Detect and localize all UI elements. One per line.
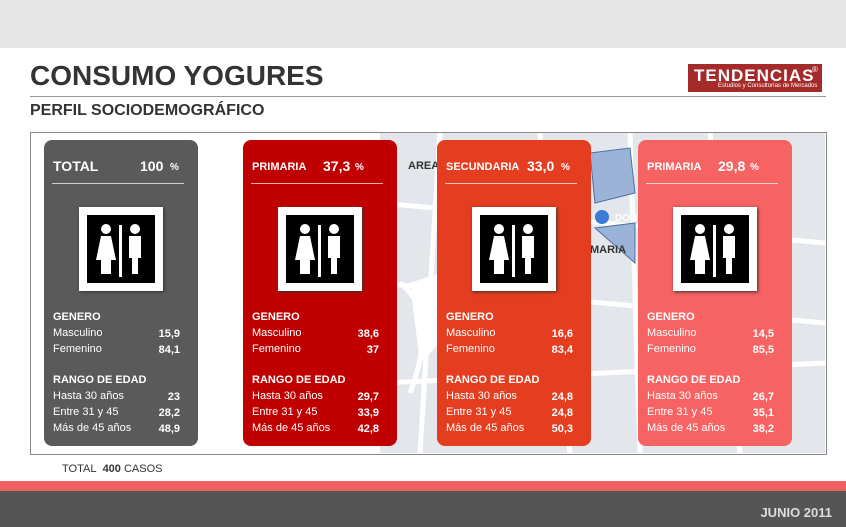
map-label: DOÑ (615, 211, 637, 224)
row-label: Femenino (647, 343, 696, 355)
row-value: 85,5 (752, 344, 774, 356)
row-value: 38,6 (357, 328, 379, 340)
card-value: 29,8 (718, 158, 746, 174)
top-band (0, 0, 846, 48)
subtitle: PERFIL SOCIODEMOGRÁFICO (30, 102, 265, 119)
logo: TENDENCIAS ® Estudios y Consultorías de … (688, 64, 822, 92)
row-label: Femenino (252, 343, 301, 355)
row-label: Masculino (252, 327, 302, 339)
row-label: Entre 31 y 45 (252, 406, 318, 418)
row-value: 37 (366, 344, 379, 356)
row-label: Masculino (446, 327, 496, 339)
card-label: PRIMARIA (647, 161, 702, 173)
row-value: 16,6 (551, 328, 573, 340)
gender-title: GENERO (647, 311, 695, 323)
restroom-icon (79, 207, 163, 291)
segment-card: PRIMARIA 37,3% GENERO Masculino 38,6 Femenino… (243, 140, 397, 446)
row-value: 84,1 (158, 344, 180, 356)
footer-total: TOTAL 400 CASOS (62, 463, 163, 475)
restroom-icon (278, 207, 362, 291)
footer-band (0, 491, 846, 527)
row-label: Entre 31 y 45 (53, 406, 119, 418)
restroom-icon (673, 207, 757, 291)
age-title: RANGO DE EDAD (446, 374, 540, 386)
row-value: 24,8 (551, 407, 573, 419)
row-label: Más de 45 años (446, 422, 525, 434)
card-unit: % (170, 162, 179, 173)
row-label: Femenino (446, 343, 495, 355)
card-rule (445, 183, 577, 184)
card-label: PRIMARIA (252, 161, 307, 173)
row-value: 15,9 (158, 328, 180, 340)
row-value: 48,9 (158, 423, 180, 435)
card-value: 100 (140, 158, 164, 174)
card-label: SECUNDARIA (446, 161, 520, 173)
gender-title: GENERO (252, 311, 300, 323)
row-label: Hasta 30 años (647, 390, 718, 402)
card-value: 33,0 (527, 158, 555, 174)
restroom-icon (472, 207, 556, 291)
segment-card: PRIMARIA 29,8% GENERO Masculino 14,5 Femenino… (638, 140, 792, 446)
row-value: 14,5 (752, 328, 774, 340)
age-title: RANGO DE EDAD (252, 374, 346, 386)
total-unit: CASOS (123, 463, 163, 475)
segment-card: TOTAL 100% GENERO Masculino 15,9 Femenino 84,1… (44, 140, 198, 446)
card-rule (251, 183, 383, 184)
total-label: TOTAL (62, 463, 97, 475)
row-value: 24,8 (551, 391, 573, 403)
title-rule (30, 96, 826, 97)
age-title: RANGO DE EDAD (53, 374, 147, 386)
gender-title: GENERO (446, 311, 494, 323)
gender-title: GENERO (53, 311, 101, 323)
card-rule (646, 183, 778, 184)
title: CONSUMO YOGURES (30, 60, 324, 91)
row-label: Femenino (53, 343, 102, 355)
row-value: 38,2 (752, 423, 774, 435)
card-unit: % (561, 162, 570, 173)
total-value: 400 (102, 463, 121, 475)
row-value: 83,4 (551, 344, 573, 356)
row-label: Hasta 30 años (252, 390, 323, 402)
logo-tagline: Estudios y Consultorías de Mercados (718, 83, 818, 89)
row-label: Hasta 30 años (446, 390, 517, 402)
row-label: Hasta 30 años (53, 390, 124, 402)
row-label: Entre 31 y 45 (647, 406, 713, 418)
content-frame (30, 132, 827, 455)
segment-card: SECUNDARIA 33,0% GENERO Masculino 16,6 Femeni… (437, 140, 591, 446)
row-value: 26,7 (752, 391, 774, 403)
row-label: Masculino (53, 327, 103, 339)
card-unit: % (355, 162, 364, 173)
row-label: Más de 45 años (647, 422, 726, 434)
map-label: MARIA (590, 244, 626, 256)
footer-stripe (0, 481, 846, 491)
logo-mark: ® (812, 65, 818, 74)
card-label: TOTAL (53, 158, 99, 174)
row-value: 23 (167, 391, 180, 403)
map-label: AREA (408, 160, 439, 172)
row-value: 28,2 (158, 407, 180, 419)
card-unit: % (750, 162, 759, 173)
logo-name: TENDENCIAS (694, 66, 815, 85)
row-label: Masculino (647, 327, 697, 339)
row-label: Más de 45 años (53, 422, 132, 434)
row-value: 50,3 (551, 423, 573, 435)
row-value: 35,1 (752, 407, 774, 419)
row-value: 29,7 (357, 391, 379, 403)
row-value: 33,9 (357, 407, 379, 419)
row-label: Más de 45 años (252, 422, 331, 434)
card-value: 37,3 (323, 158, 351, 174)
date: JUNIO 2011 (760, 505, 832, 520)
row-label: Entre 31 y 45 (446, 406, 512, 418)
age-title: RANGO DE EDAD (647, 374, 741, 386)
row-value: 42,8 (357, 423, 379, 435)
card-rule (52, 183, 184, 184)
